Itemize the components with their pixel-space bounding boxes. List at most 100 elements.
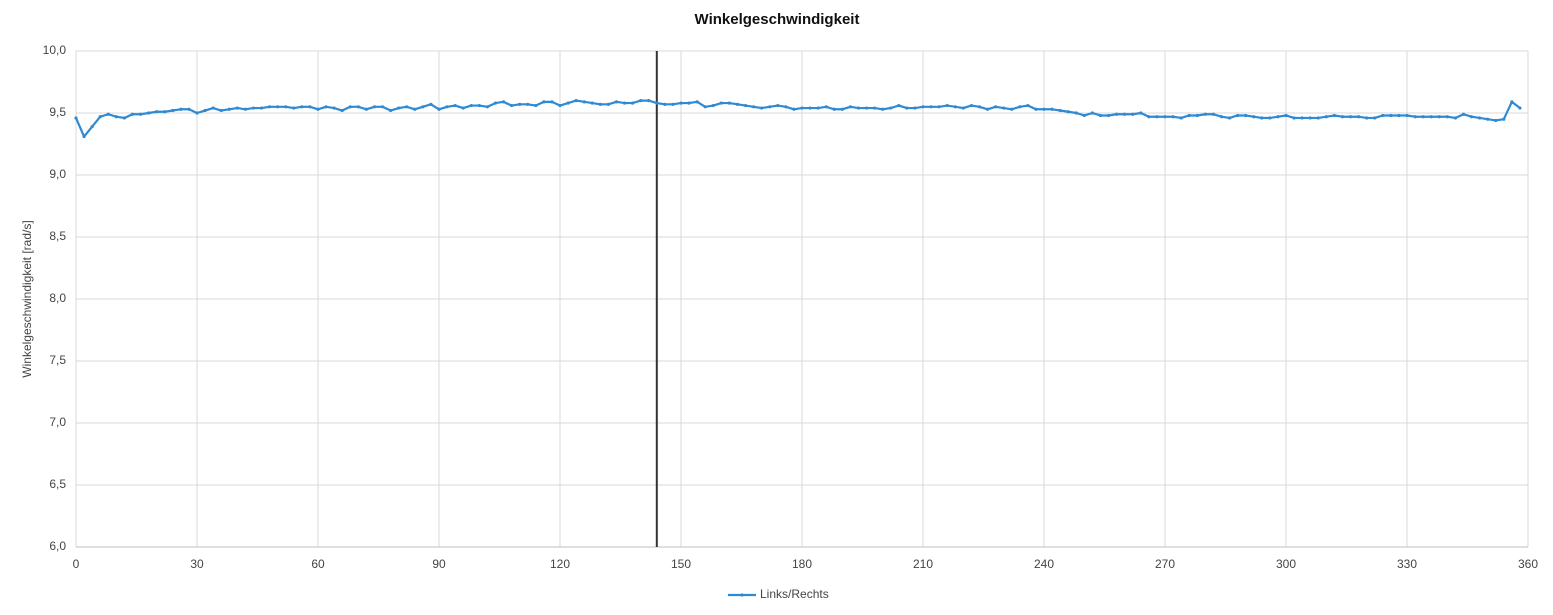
data-point xyxy=(1397,113,1401,118)
data-point xyxy=(90,125,94,129)
data-point xyxy=(292,106,296,110)
data-point xyxy=(276,105,280,109)
data-point xyxy=(163,110,167,114)
data-point xyxy=(614,100,619,104)
data-point xyxy=(445,105,449,109)
data-point xyxy=(251,106,256,110)
y-tick-label: 10,0 xyxy=(43,43,67,57)
data-point xyxy=(138,112,143,116)
data-point xyxy=(324,105,328,109)
y-tick-label: 7,0 xyxy=(49,415,66,429)
data-point xyxy=(671,102,675,106)
data-point xyxy=(679,101,683,105)
data-point xyxy=(1365,116,1369,120)
x-tick-label: 210 xyxy=(913,557,933,571)
data-point xyxy=(526,102,530,106)
data-point xyxy=(598,102,602,106)
data-point xyxy=(155,110,159,114)
data-point xyxy=(1332,113,1336,118)
data-point xyxy=(348,105,352,109)
data-point xyxy=(1268,116,1272,120)
data-point xyxy=(1308,116,1312,120)
data-point xyxy=(284,105,288,109)
data-point xyxy=(1292,116,1296,120)
data-point xyxy=(590,101,594,105)
data-point xyxy=(1203,112,1207,116)
data-point xyxy=(1502,117,1506,121)
data-point xyxy=(977,105,982,109)
data-point xyxy=(1494,118,1498,123)
data-point xyxy=(485,105,489,109)
data-point xyxy=(1139,111,1143,115)
data-point xyxy=(1300,116,1304,120)
data-point xyxy=(1131,112,1135,116)
data-point xyxy=(356,105,360,109)
data-point xyxy=(800,106,804,110)
data-point xyxy=(195,111,199,115)
data-point xyxy=(203,108,207,113)
data-point xyxy=(1453,116,1457,120)
data-point xyxy=(308,105,312,109)
data-point xyxy=(945,103,949,108)
data-point xyxy=(219,108,223,113)
data-point xyxy=(897,103,901,108)
data-point xyxy=(316,107,320,111)
data-point xyxy=(1106,113,1111,118)
data-point xyxy=(1469,115,1474,119)
data-point xyxy=(1050,107,1054,111)
data-point xyxy=(1163,115,1167,119)
data-point xyxy=(1227,116,1232,120)
data-point xyxy=(760,106,764,110)
data-point xyxy=(1389,113,1393,118)
data-point xyxy=(413,107,417,111)
x-tick-label: 30 xyxy=(190,557,204,571)
data-point xyxy=(921,105,925,109)
data-point xyxy=(606,102,611,106)
data-point xyxy=(114,115,118,119)
data-point xyxy=(477,103,481,108)
data-point xyxy=(703,105,707,109)
data-point xyxy=(1478,116,1482,120)
data-point xyxy=(534,103,538,108)
data-point xyxy=(259,106,264,110)
data-point xyxy=(542,100,546,104)
data-point xyxy=(1098,113,1103,118)
data-point xyxy=(1510,100,1514,104)
data-point xyxy=(106,112,110,116)
data-point xyxy=(1090,111,1094,115)
data-point xyxy=(179,107,183,111)
data-point xyxy=(1405,113,1409,118)
legend-label: Links/Rechts xyxy=(760,587,829,601)
data-point xyxy=(1413,115,1417,119)
x-tick-label: 60 xyxy=(311,557,325,571)
data-point xyxy=(1421,115,1425,119)
data-point xyxy=(743,103,748,108)
data-point xyxy=(873,106,877,110)
data-point xyxy=(211,106,215,110)
data-point xyxy=(1018,105,1022,109)
data-point xyxy=(566,101,570,105)
data-point xyxy=(961,106,965,110)
data-point xyxy=(405,105,409,109)
data-point xyxy=(1518,106,1522,110)
data-point xyxy=(1002,106,1006,110)
data-point xyxy=(1147,115,1151,119)
data-point xyxy=(1058,108,1062,113)
data-point xyxy=(437,107,441,111)
data-point xyxy=(784,105,788,109)
x-tick-label: 300 xyxy=(1276,557,1296,571)
data-point xyxy=(510,103,514,108)
data-point xyxy=(380,105,385,109)
data-point xyxy=(340,108,344,113)
data-point xyxy=(429,102,433,106)
data-point xyxy=(1074,111,1078,115)
data-point xyxy=(687,101,691,105)
data-point xyxy=(1236,113,1240,118)
data-point xyxy=(856,106,861,110)
data-point xyxy=(74,116,78,120)
data-point xyxy=(1066,110,1070,114)
data-point xyxy=(1219,115,1224,119)
data-point xyxy=(332,106,336,110)
x-tick-label: 360 xyxy=(1518,557,1538,571)
